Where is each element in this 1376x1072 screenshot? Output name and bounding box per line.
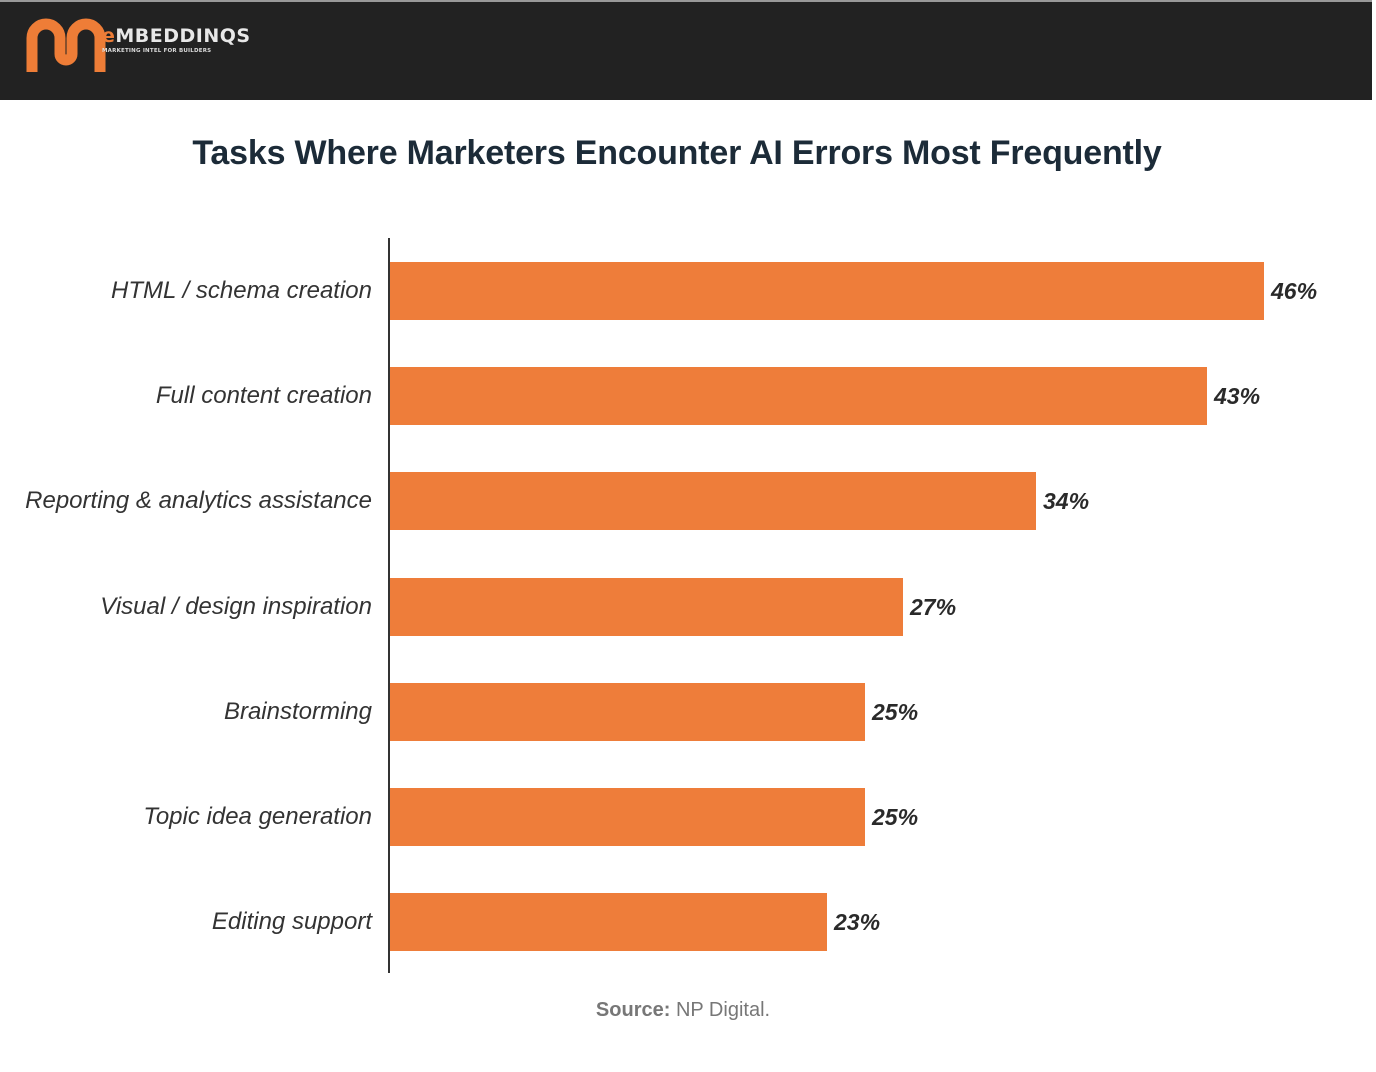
bar-row: Brainstorming 25% [0,683,1376,741]
embeddings-logo[interactable]: eMBEDDINQS MARKETING INTEL FOR BUILDERS [26,18,251,74]
bar-row: Visual / design inspiration 27% [0,578,1376,636]
bar[interactable] [390,683,865,741]
category-label: Visual / design inspiration [100,593,372,620]
logo-name: MBEDDINQS [115,25,251,47]
header-bar: eMBEDDINQS MARKETING INTEL FOR BUILDERS [0,0,1372,100]
source-note: Source: NP Digital. [0,999,1366,1022]
bar-row: Full content creation 43% [0,367,1376,425]
bar[interactable] [390,472,1036,530]
category-label: Topic idea generation [143,803,372,830]
category-label: Editing support [211,908,372,935]
bar-row: Reporting & analytics assistance 34% [0,472,1376,530]
bar[interactable] [390,262,1264,320]
logo-wordmark: eMBEDDINQS [102,26,251,46]
category-label: Brainstorming [223,698,372,725]
value-label: 23% [834,909,881,935]
source-value: NP Digital. [675,999,771,1021]
category-label: HTML / schema creation [111,277,372,304]
logo-tagline: MARKETING INTEL FOR BUILDERS [102,48,212,54]
value-label: 27% [910,594,957,620]
value-label: 43% [1214,383,1261,409]
bar-row: Editing support 23% [0,893,1376,951]
y-axis-line [388,238,390,973]
chart-title: Tasks Where Marketers Encounter AI Error… [192,134,1162,172]
category-label: Full content creation [155,382,372,409]
bar[interactable] [390,788,865,846]
logo-m-icon [26,18,106,72]
bar[interactable] [390,367,1207,425]
value-label: 46% [1271,278,1318,304]
value-label: 25% [872,804,919,830]
bar-row: HTML / schema creation 46% [0,262,1376,320]
source-label: Source: [595,999,671,1021]
category-label: Reporting & analytics assistance [25,487,372,514]
logo-letter: e [102,25,116,47]
bar-row: Topic idea generation 25% [0,788,1376,846]
bar[interactable] [390,578,903,636]
value-label: 34% [1043,488,1090,514]
value-label: 25% [872,699,919,725]
bar[interactable] [390,893,827,951]
